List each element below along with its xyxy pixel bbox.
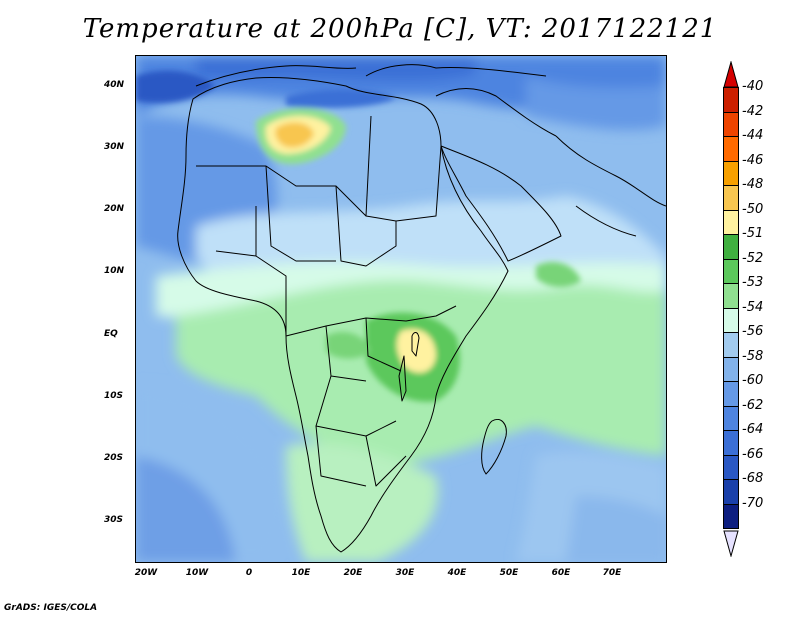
colorbar-label: -51 bbox=[742, 226, 764, 241]
colorbar-label: -66 bbox=[742, 446, 764, 462]
lon-label-60e: 60E bbox=[551, 568, 571, 578]
lat-label-10n: 10N bbox=[104, 266, 125, 276]
colorbar-swatch bbox=[723, 136, 739, 162]
colorbar-swatch bbox=[723, 430, 739, 456]
lat-label-30n: 30N bbox=[104, 142, 125, 152]
lon-label-30e: 30E bbox=[395, 568, 415, 578]
colorbar-label: -68 bbox=[742, 471, 764, 486]
colorbar-swatch bbox=[723, 87, 739, 113]
colorbar-label: -58 bbox=[742, 348, 764, 364]
credit-label: GrADS: IGES/COLA bbox=[4, 603, 98, 613]
colorbar-label: -56 bbox=[742, 324, 764, 339]
colorbar-swatch bbox=[723, 479, 739, 505]
lat-label-20s: 20S bbox=[104, 453, 124, 463]
colorbar-label: -46 bbox=[742, 152, 764, 168]
lat-label-30s: 30S bbox=[104, 515, 124, 525]
colorbar-label: -48 bbox=[742, 177, 764, 192]
colorbar-label: -53 bbox=[742, 275, 764, 290]
colorbar-swatch bbox=[723, 111, 739, 137]
lon-label-70e: 70E bbox=[602, 568, 622, 578]
colorbar-swatch bbox=[723, 405, 739, 431]
colorbar-label: -62 bbox=[742, 397, 764, 413]
lat-label-eq: EQ bbox=[104, 329, 118, 339]
colorbar-top-arrow bbox=[723, 61, 739, 88]
lon-label-10w: 10W bbox=[185, 568, 209, 578]
map-title: Temperature at 200hPa [C], VT: 201712212… bbox=[82, 14, 718, 44]
colorbar-label: -60 bbox=[742, 373, 764, 388]
lat-label-20n: 20N bbox=[104, 204, 125, 214]
lon-label-50e: 50E bbox=[499, 568, 519, 578]
colorbar-swatch bbox=[723, 503, 739, 529]
temperature-map bbox=[135, 55, 667, 563]
colorbar-label: -42 bbox=[742, 103, 764, 119]
colorbar-swatch bbox=[723, 381, 739, 407]
lon-label-0: 0 bbox=[245, 568, 253, 578]
colorbar-label: -40 bbox=[742, 79, 764, 94]
colorbar-swatch bbox=[723, 454, 739, 480]
colorbar-swatch bbox=[723, 283, 739, 309]
lon-label-20e: 20E bbox=[343, 568, 363, 578]
lon-label-40e: 40E bbox=[447, 568, 467, 578]
colorbar-swatch bbox=[723, 160, 739, 186]
colorbar-swatch bbox=[723, 185, 739, 211]
lon-label-20w: 20W bbox=[134, 568, 158, 578]
colorbar-label: -70 bbox=[742, 495, 764, 511]
colorbar-swatch bbox=[723, 356, 739, 382]
colorbar-label: -50 bbox=[742, 201, 764, 217]
map-canvas bbox=[136, 56, 666, 562]
colorbar-bottom-arrow bbox=[723, 530, 739, 557]
colorbar-swatch bbox=[723, 209, 739, 235]
colorbar-label: -54 bbox=[742, 299, 764, 315]
lat-label-10s: 10S bbox=[104, 391, 124, 401]
colorbar-label: -44 bbox=[742, 128, 764, 143]
colorbar-swatch bbox=[723, 307, 739, 333]
lon-label-10e: 10E bbox=[291, 568, 311, 578]
lat-label-40n: 40N bbox=[104, 80, 125, 90]
colorbar-swatch bbox=[723, 332, 739, 358]
colorbar-swatch bbox=[723, 258, 739, 284]
colorbar-label: -64 bbox=[742, 422, 764, 437]
colorbar-swatch bbox=[723, 234, 739, 260]
colorbar-label: -52 bbox=[742, 250, 764, 266]
